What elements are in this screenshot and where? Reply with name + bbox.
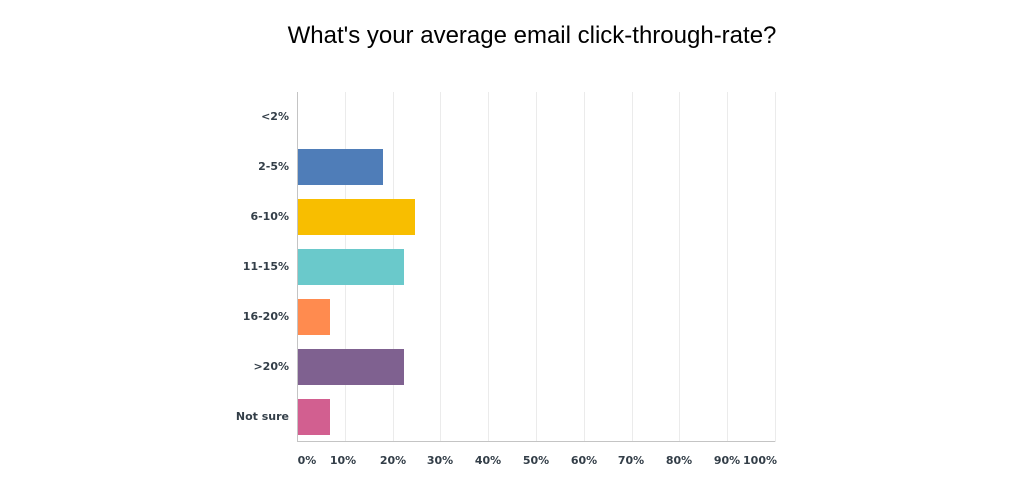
y-tick-label: <2% xyxy=(261,110,289,123)
y-tick-label: 6-10% xyxy=(250,210,289,223)
plot-area xyxy=(297,92,776,442)
gridline xyxy=(584,92,585,442)
bar[interactable] xyxy=(298,249,404,285)
gridline xyxy=(536,92,537,442)
y-tick-label: Not sure xyxy=(235,410,289,423)
x-tick-label: 70% xyxy=(617,454,645,467)
y-tick-label: 11-15% xyxy=(242,260,289,273)
gridline xyxy=(775,92,776,442)
y-tick-label: 2-5% xyxy=(258,160,289,173)
x-tick-label: 90% xyxy=(713,454,741,467)
x-tick-label: 10% xyxy=(329,454,357,467)
y-tick-label: >20% xyxy=(253,360,289,373)
x-tick-label: 20% xyxy=(379,454,407,467)
x-tick-label: 60% xyxy=(570,454,598,467)
chart-title: What's your average email click-through-… xyxy=(287,22,777,49)
gridline xyxy=(440,92,441,442)
x-tick-label: 80% xyxy=(665,454,693,467)
bar[interactable] xyxy=(298,399,330,435)
gridline xyxy=(727,92,728,442)
bar[interactable] xyxy=(298,349,404,385)
gridline xyxy=(488,92,489,442)
x-tick-label: 50% xyxy=(522,454,550,467)
x-tick-label: 0% xyxy=(297,454,317,467)
bar[interactable] xyxy=(298,199,415,235)
x-axis-line xyxy=(297,441,775,442)
y-tick-label: 16-20% xyxy=(242,310,289,323)
y-axis-line xyxy=(297,92,298,442)
x-tick-label: 100% xyxy=(743,454,777,467)
gridline xyxy=(632,92,633,442)
x-tick-label: 40% xyxy=(474,454,502,467)
x-tick-label: 30% xyxy=(426,454,454,467)
bar[interactable] xyxy=(298,299,330,335)
bar[interactable] xyxy=(298,149,383,185)
gridline xyxy=(679,92,680,442)
